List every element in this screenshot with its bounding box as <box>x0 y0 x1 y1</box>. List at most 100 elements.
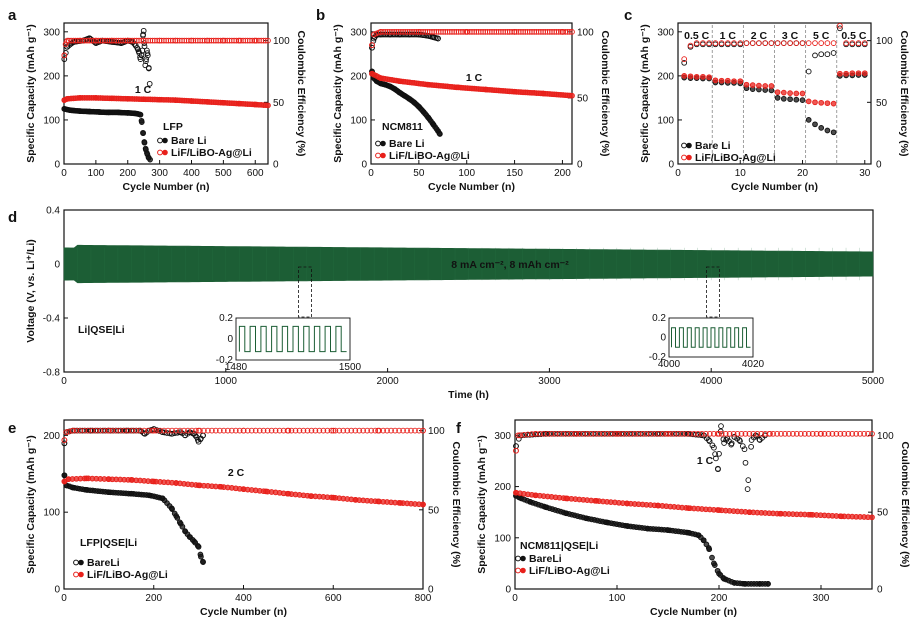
data-point <box>77 427 84 434</box>
x-tick-label: 20 <box>797 168 809 179</box>
y-tick-label: -0.4 <box>43 314 61 325</box>
data-point <box>703 430 709 437</box>
zoom-highlight-box <box>706 266 720 318</box>
legend-marker-filled <box>686 142 692 149</box>
inset-voltage-trace <box>671 327 751 348</box>
data-point <box>635 430 642 437</box>
data-point <box>85 427 92 434</box>
data-point <box>101 427 108 434</box>
data-point <box>768 83 775 89</box>
x-tick-label: 200 <box>711 593 728 604</box>
data-point <box>750 434 757 441</box>
data-point <box>746 430 753 437</box>
data-point <box>645 430 652 437</box>
legend-marker-filled <box>162 149 168 156</box>
data-point <box>376 427 383 434</box>
panel-letter: d <box>8 209 17 226</box>
data-point <box>177 427 183 434</box>
data-point <box>137 111 143 118</box>
y-tick-label: 0 <box>505 585 511 596</box>
data-point <box>706 40 712 46</box>
data-point <box>209 427 215 434</box>
data-point <box>380 427 387 434</box>
data-point <box>818 40 825 46</box>
plot-frame <box>514 419 873 590</box>
data-point <box>61 472 68 479</box>
data-point <box>720 436 727 443</box>
chart-annotation: 1 C <box>466 72 483 84</box>
data-point <box>260 427 267 434</box>
data-point <box>296 427 303 434</box>
data-point <box>404 427 410 434</box>
data-point <box>780 95 787 102</box>
data-point <box>737 78 744 85</box>
data-point <box>833 430 840 437</box>
data-point <box>157 427 163 434</box>
data-point <box>336 427 343 434</box>
data-point <box>693 40 700 46</box>
data-point <box>174 515 181 521</box>
data-point <box>824 51 831 58</box>
x-tick-label: 600 <box>325 593 342 604</box>
data-point <box>712 40 719 46</box>
y2-tick-label: 100 <box>577 27 594 38</box>
data-point <box>332 427 339 434</box>
data-point <box>145 155 152 161</box>
data-point <box>786 430 792 437</box>
chart-annotation: 8 mA cm⁻², 8 mAh cm⁻² <box>451 259 569 271</box>
data-point <box>849 430 856 437</box>
y-axis-title: Specific Capacity (mAh g⁻¹) <box>476 435 488 574</box>
data-point <box>734 430 741 437</box>
zoom-highlight-box <box>298 266 312 318</box>
data-point <box>513 443 519 449</box>
y-tick-label: 0.4 <box>46 206 60 217</box>
legend-marker-hollow <box>157 137 163 144</box>
y2-tick-label: 100 <box>876 36 893 47</box>
data-point <box>712 451 718 457</box>
legend-marker-filled <box>78 559 84 566</box>
data-point <box>849 70 856 77</box>
rate-label: 3 C <box>782 30 799 42</box>
data-point <box>320 427 327 434</box>
data-point <box>793 90 800 97</box>
data-point <box>830 129 837 136</box>
y2-tick-label: 0 <box>273 160 279 171</box>
data-point <box>801 430 808 437</box>
plot-frame <box>677 22 872 165</box>
data-point <box>869 430 875 437</box>
data-point <box>262 102 269 109</box>
legend-label: LiF/LiBO-Ag@Li <box>171 147 252 159</box>
data-point <box>584 430 591 437</box>
data-point <box>756 40 762 46</box>
series-lif-efficiency <box>513 430 875 454</box>
data-point <box>304 427 311 434</box>
data-point <box>623 430 630 437</box>
data-point <box>416 427 422 434</box>
data-point <box>515 432 521 439</box>
data-point <box>73 427 80 434</box>
data-point <box>201 427 207 434</box>
y2-tick-label: 100 <box>428 426 445 437</box>
data-point <box>612 430 618 437</box>
data-point <box>790 430 796 437</box>
data-point <box>384 427 390 434</box>
legend-marker-hollow <box>73 559 79 566</box>
y-axis-title: Specific Capacity (mAh g⁻¹) <box>25 435 37 574</box>
y2-axis-title: Coulombic Efficiency (%) <box>295 30 307 156</box>
series-bare-capacity <box>513 492 771 587</box>
data-point <box>809 430 816 437</box>
data-point <box>138 52 145 58</box>
data-point <box>780 89 787 96</box>
data-point <box>718 77 725 84</box>
data-point <box>715 465 721 472</box>
data-point <box>829 430 836 437</box>
legend-label: Bare Li <box>389 138 425 150</box>
data-point <box>364 427 371 434</box>
data-point <box>812 52 818 59</box>
data-point <box>161 427 167 434</box>
data-point <box>683 430 689 437</box>
data-point <box>61 56 68 62</box>
data-point <box>141 43 148 50</box>
data-point <box>723 437 730 443</box>
data-point <box>143 58 149 65</box>
